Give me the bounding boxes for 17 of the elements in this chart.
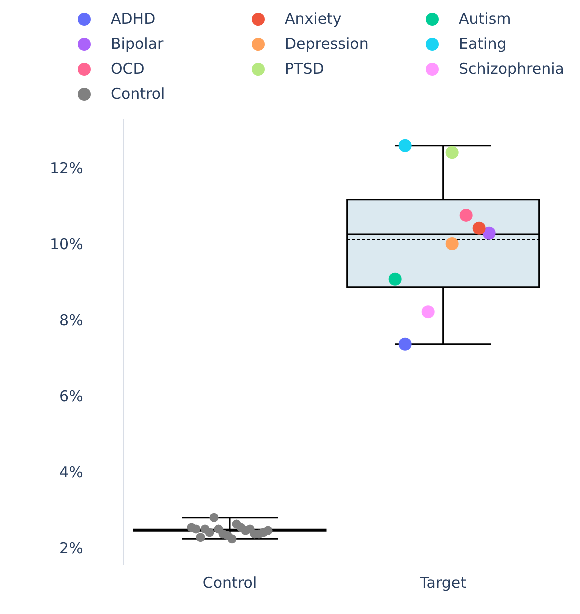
- legend-label: Anxiety: [285, 10, 342, 28]
- legend-label: Control: [111, 85, 166, 103]
- x-tick-label: Target: [419, 574, 467, 592]
- legend-label: Schizophrenia: [459, 60, 564, 78]
- legend-label: OCD: [111, 60, 145, 78]
- y-tick-label: 4%: [60, 464, 84, 482]
- legend-label: ADHD: [111, 10, 156, 28]
- y-tick-label: 6%: [60, 388, 84, 406]
- legend-label: PTSD: [285, 60, 324, 78]
- y-tick-label: 8%: [60, 311, 84, 330]
- y-tick-label: 10%: [50, 235, 84, 254]
- y-tick-label: 2%: [60, 540, 84, 558]
- legend-label: Autism: [459, 10, 512, 28]
- legend-label: Depression: [285, 35, 369, 53]
- y-tick-label: 12%: [50, 159, 84, 178]
- legend-label: Bipolar: [111, 35, 164, 53]
- legend-label: Eating: [459, 35, 507, 53]
